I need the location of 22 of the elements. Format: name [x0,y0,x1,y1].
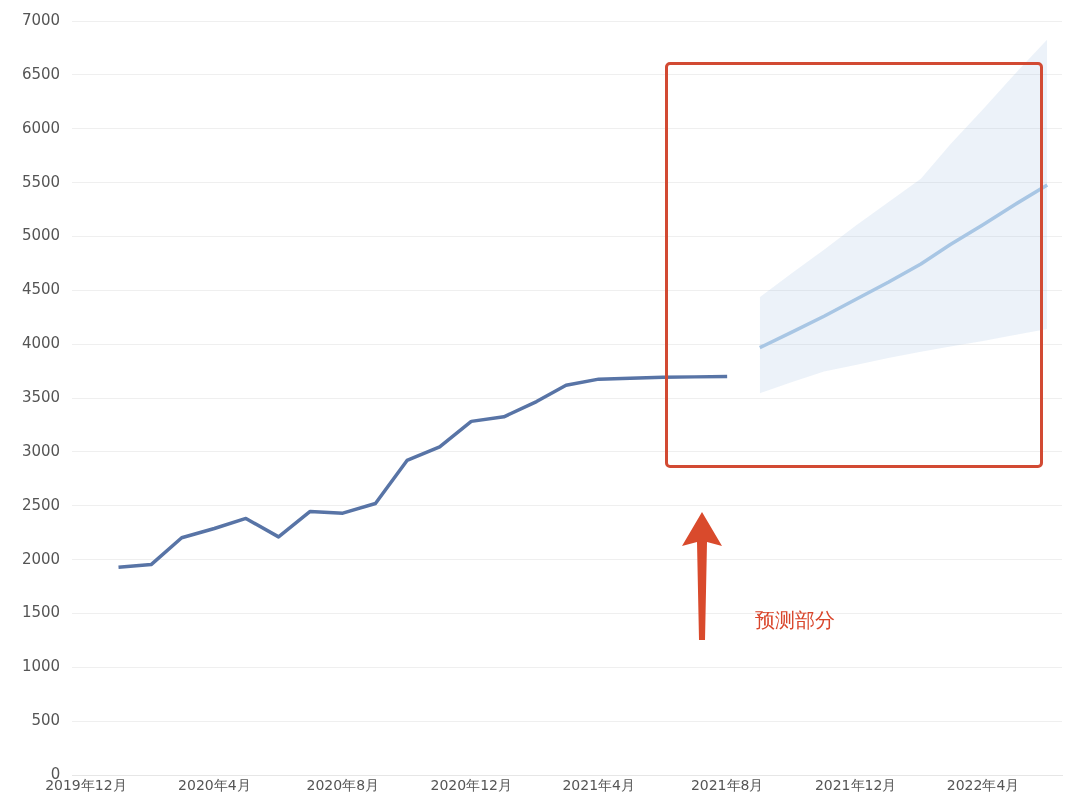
y-tick-label: 7000 [21,10,61,29]
y-tick-label: 3000 [21,441,61,460]
y-tick-label: 6000 [21,118,61,137]
x-tick-label: 2022年4月 [946,777,1020,794]
y-tick-label: 2500 [21,495,61,514]
y-tick-label: 6500 [21,64,61,83]
x-tick-label: 2021年8月 [690,777,764,794]
y-tick-label: 1500 [21,603,61,622]
annotation: 预测部分 [755,608,835,633]
x-tick-label: 2021年4月 [562,777,635,794]
x-tick-label: 2020年4月 [178,777,251,794]
y-tick-label: 1000 [21,657,61,676]
y-tick-label: 4000 [21,334,61,353]
y-tick-label: 3500 [21,387,61,406]
y-tick-label: 5500 [21,172,61,191]
x-tick-label: 2020年12月 [430,777,512,794]
y-tick-label: 2000 [21,549,61,568]
y-tick-label: 5000 [21,226,61,245]
y-tick-label: 500 [31,711,61,730]
x-tick-label: 2020年8月 [306,777,380,794]
y-tick-label: 4500 [21,280,61,299]
x-tick-label: 2021年12月 [814,777,897,794]
